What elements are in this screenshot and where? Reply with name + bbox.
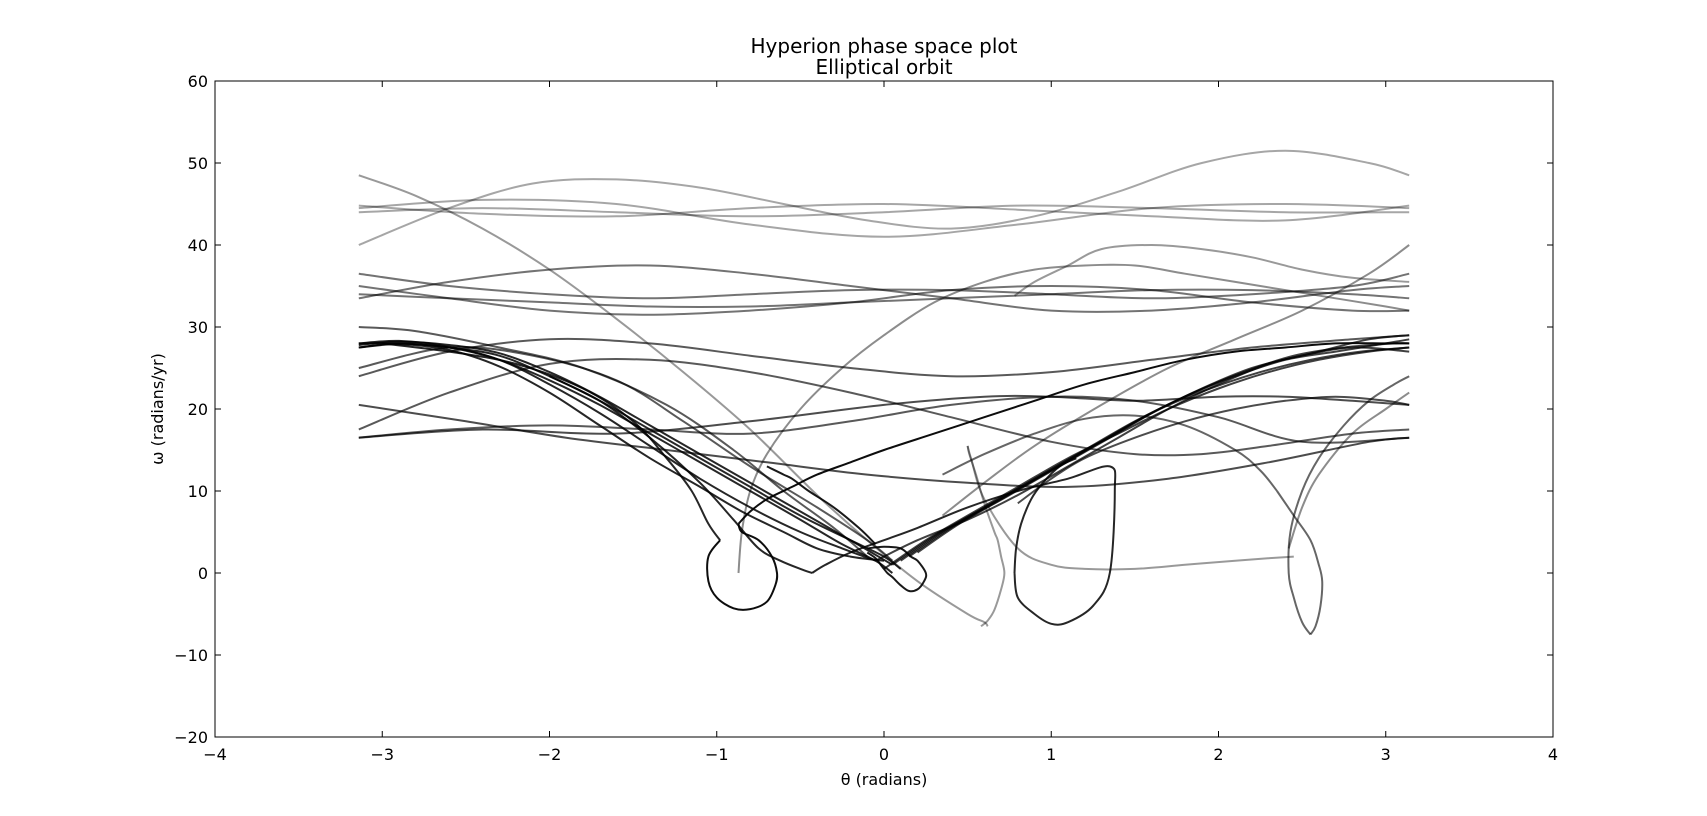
series-line-22 — [942, 414, 1278, 492]
series-line-6 — [966, 445, 1006, 628]
series-line-23 — [1276, 490, 1324, 636]
series-line-4 — [358, 202, 1410, 222]
series-line-24 — [1287, 375, 1410, 636]
x-tick-label: −3 — [370, 745, 394, 764]
plot-background — [215, 81, 1553, 737]
y-tick-label: 60 — [188, 72, 208, 91]
series-line-45 — [737, 342, 1410, 525]
plot-frame — [214, 80, 1554, 738]
x-axis-label: θ (radians) — [841, 770, 928, 789]
x-tick-label: −1 — [705, 745, 729, 764]
x-tick-label: 1 — [1046, 745, 1056, 764]
series-line-11 — [358, 285, 1410, 316]
series-line-44 — [706, 523, 779, 611]
y-tick-label: 30 — [188, 318, 208, 337]
series-line-40 — [811, 465, 1117, 626]
y-tick-label: 0 — [198, 564, 208, 583]
series-line-36 — [358, 339, 876, 562]
y-tick-label: 20 — [188, 400, 208, 419]
series-line-5 — [358, 174, 989, 627]
series-line-32 — [916, 346, 1410, 554]
series-line-43 — [382, 342, 721, 541]
chart-title: Hyperion phase space plot — [751, 34, 1018, 58]
series-layer — [358, 149, 1410, 636]
series-line-39 — [766, 465, 877, 546]
series-line-17 — [358, 358, 1410, 457]
x-tick-label: −2 — [538, 745, 562, 764]
series-line-42 — [549, 375, 813, 574]
series-line-15 — [358, 326, 868, 558]
series-line-3 — [358, 204, 1410, 218]
y-tick-label: 40 — [188, 236, 208, 255]
series-line-14 — [358, 334, 1410, 378]
series-line-41 — [1013, 457, 1077, 574]
series-line-21 — [1017, 395, 1410, 505]
series-line-9 — [1013, 244, 1410, 297]
series-line-18 — [358, 395, 1410, 444]
series-line-35 — [358, 340, 893, 566]
x-tick-label: 3 — [1381, 745, 1391, 764]
series-line-38 — [866, 545, 928, 593]
y-tick-label: −20 — [174, 728, 208, 747]
series-line-7 — [966, 445, 1294, 571]
series-line-26 — [941, 244, 1410, 517]
y-tick-label: 10 — [188, 482, 208, 501]
series-line-25 — [1287, 391, 1410, 549]
y-tick-label: 50 — [188, 154, 208, 173]
series-line-13 — [358, 272, 1410, 300]
series-line-37 — [358, 343, 885, 562]
chart-subtitle: Elliptical orbit — [815, 55, 952, 79]
series-line-20 — [358, 394, 1410, 439]
x-tick-label: 2 — [1213, 745, 1223, 764]
y-axis-label: ω (radians/yr) — [148, 353, 167, 465]
series-line-2 — [358, 198, 1410, 238]
series-line-1 — [358, 149, 1410, 246]
x-tick-label: −4 — [203, 745, 227, 764]
series-line-12 — [358, 288, 1410, 309]
x-tick-label: 0 — [879, 745, 889, 764]
y-tick-label: −10 — [174, 646, 208, 665]
x-tick-label: 4 — [1548, 745, 1558, 764]
series-line-19 — [358, 403, 1410, 489]
